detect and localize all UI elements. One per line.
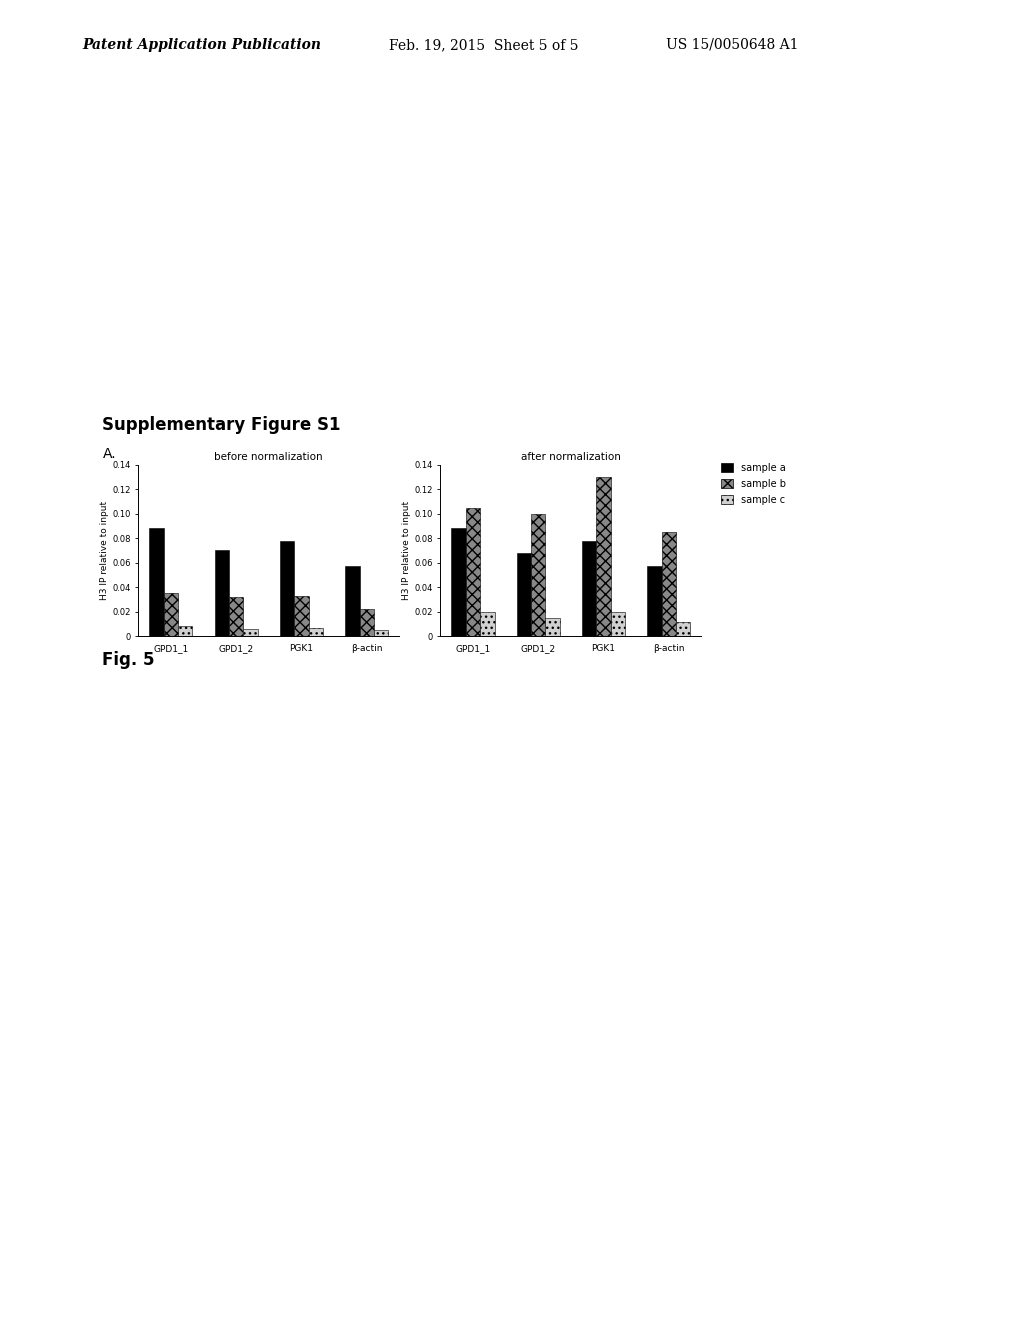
Bar (345, 566, 359, 636)
Text: Patent Application Publication: Patent Application Publication (82, 38, 321, 51)
Bar (466, 507, 480, 636)
Y-axis label: H3 IP relative to input: H3 IP relative to input (402, 500, 412, 601)
Bar (517, 553, 531, 636)
Bar (546, 618, 560, 636)
Bar (280, 541, 294, 636)
Bar (480, 611, 495, 636)
Bar (676, 622, 690, 636)
Bar (610, 611, 625, 636)
Bar (582, 541, 596, 636)
Bar (647, 566, 662, 636)
Bar (596, 477, 610, 636)
Bar (452, 528, 466, 636)
Bar (294, 595, 308, 636)
Bar (215, 550, 229, 636)
Bar (244, 628, 258, 636)
Text: Supplementary Figure S1: Supplementary Figure S1 (102, 416, 341, 434)
Bar (662, 532, 676, 636)
Bar (164, 594, 178, 636)
Text: Fig. 5: Fig. 5 (102, 651, 155, 669)
Legend: sample a, sample b, sample c: sample a, sample b, sample c (719, 461, 787, 507)
Bar (308, 627, 323, 636)
Y-axis label: H3 IP relative to input: H3 IP relative to input (100, 500, 110, 601)
Text: Feb. 19, 2015  Sheet 5 of 5: Feb. 19, 2015 Sheet 5 of 5 (389, 38, 579, 51)
Title: after normalization: after normalization (521, 453, 621, 462)
Bar (178, 627, 193, 636)
Bar (359, 610, 374, 636)
Bar (374, 630, 388, 636)
Title: before normalization: before normalization (214, 453, 324, 462)
Bar (531, 513, 546, 636)
Bar (150, 528, 164, 636)
Bar (229, 597, 244, 636)
Text: US 15/0050648 A1: US 15/0050648 A1 (666, 38, 798, 51)
Text: A.: A. (102, 447, 116, 461)
